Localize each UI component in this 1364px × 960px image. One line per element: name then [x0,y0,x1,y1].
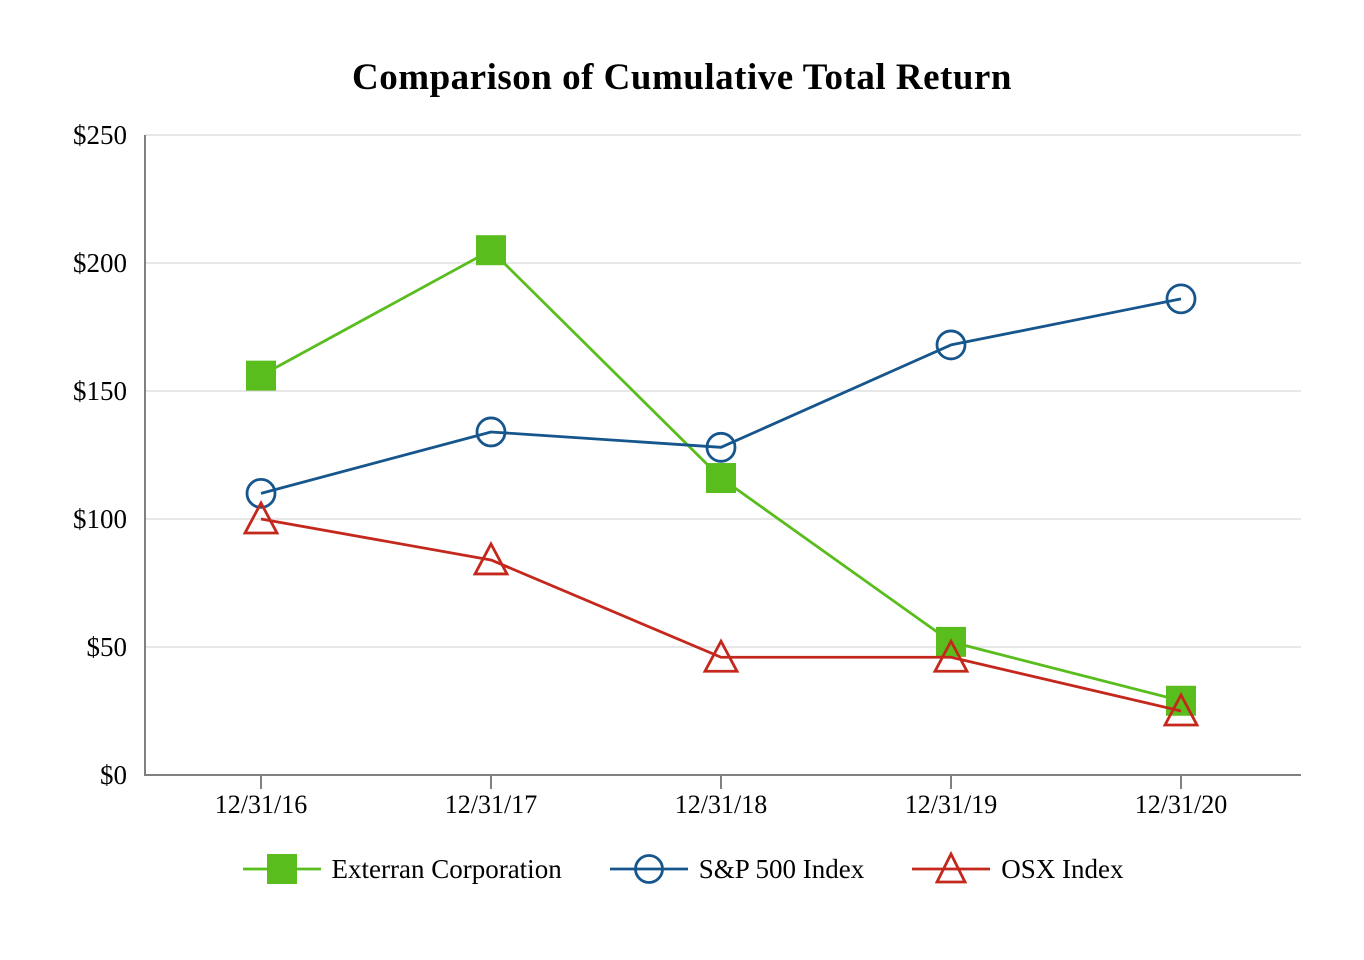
legend-label: Exterran Corporation [331,853,562,884]
circle-marker-icon [245,477,277,509]
legend-item-exterran-corporation: Exterran Corporation [241,848,562,890]
series-line-osx-index [260,517,1182,713]
y-axis-tick-label: $250 [73,120,127,150]
chart-legend: Exterran Corporation S&P 500 Index OSX Ind… [0,848,1364,890]
circle-marker-icon [935,329,967,361]
chart-title: Comparison of Cumulative Total Return [352,57,1012,98]
legend-label: S&P 500 Index [698,853,865,884]
series-exterran-corporation [246,235,1196,716]
triangle-marker-icon [1162,692,1200,727]
x-axis-tick-label: 12/31/16 [215,790,307,819]
circle-marker-icon [705,431,737,463]
circle-icon [633,854,664,884]
legend-item-osx-index: OSX Index [910,848,1123,890]
y-axis-tick-label: $200 [73,248,127,278]
triangle-legend-marker-icon [912,850,991,884]
y-axis-tick-label: $50 [87,632,128,662]
legend-label: OSX Index [1001,853,1124,884]
y-axis-tick-label: $0 [100,760,127,790]
x-axis-tick-label: 12/31/17 [445,790,537,819]
series-osx-index [242,500,1200,727]
square-marker-icon [1166,685,1196,716]
triangle-marker-icon [702,638,740,673]
x-axis-tick-label: 12/31/18 [675,790,767,819]
line-chart-canvas: $0 $50 $100 $150 $200 $250 12/31/16 12/31/17 12/… [73,120,1301,819]
y-axis-tick-label: $150 [73,376,127,406]
triangle-marker-icon [242,500,280,535]
series-line-s-p-500-index [260,297,1182,495]
x-axis-tick-label: 12/31/20 [1135,790,1227,819]
legend-item-s-p-500-index: S&P 500 Index [608,848,865,890]
circle-marker-icon [475,416,507,448]
triangle-icon [934,850,968,884]
triangle-marker-icon [932,638,970,673]
y-axis-tick-label: $100 [73,504,127,534]
circle-marker-icon [1165,283,1197,315]
square-marker-icon [246,360,276,391]
circle-legend-marker-icon [609,854,688,884]
series-s-p-500-index [245,283,1197,509]
square-icon [266,854,297,884]
x-axis-tick-label: 12/31/19 [905,790,997,819]
square-marker-icon [476,235,506,266]
square-legend-marker-icon [242,854,321,884]
triangle-marker-icon [472,540,510,576]
square-marker-icon [706,463,736,494]
